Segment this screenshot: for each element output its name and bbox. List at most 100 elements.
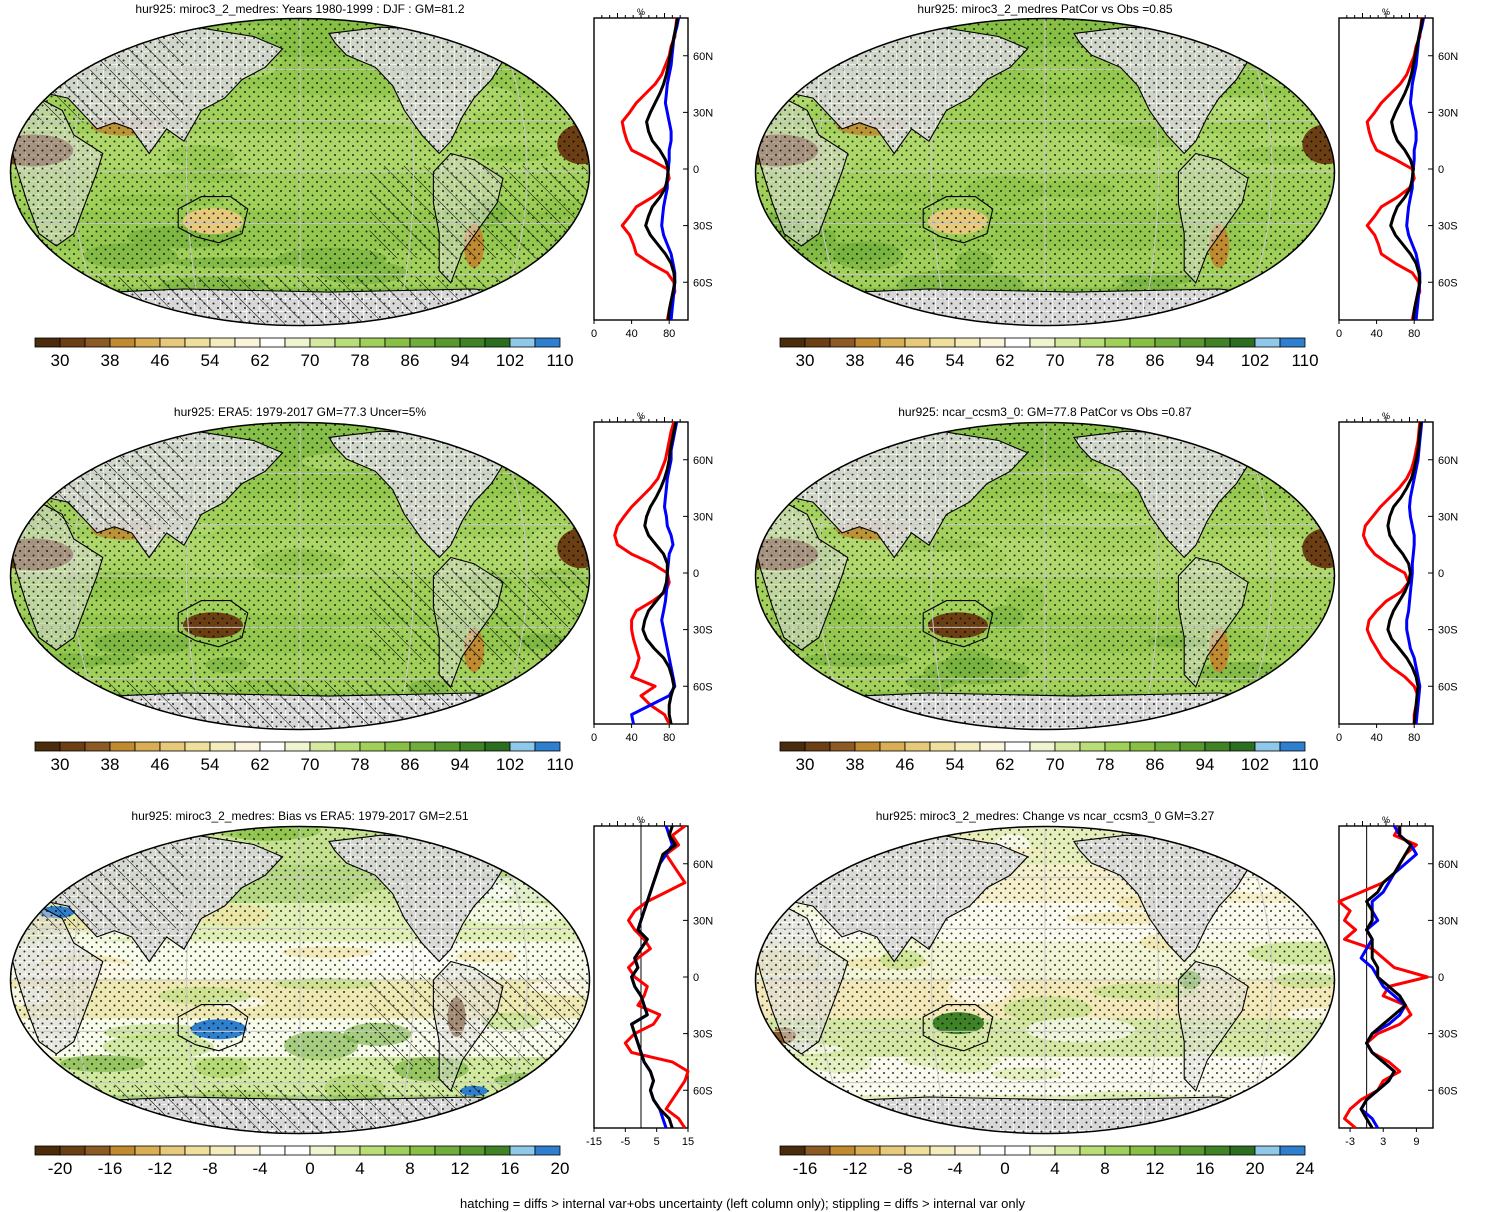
colorbar-label: -16 <box>98 1159 123 1178</box>
colorbar-box <box>34 337 61 348</box>
colorbar-box <box>259 741 286 752</box>
colorbar-label: 94 <box>1196 351 1215 370</box>
colorbar-label: 102 <box>496 755 524 774</box>
colorbar-label: -20 <box>48 1159 73 1178</box>
field-blob <box>490 1119 570 1131</box>
profile-lat-label: 60N <box>693 455 713 467</box>
coastline-sAmerica <box>1177 960 1249 1092</box>
colorbar-box <box>954 1145 981 1156</box>
meridian-line <box>396 826 415 1134</box>
colorbar-box <box>509 337 536 348</box>
profile-lat-label: 60S <box>1438 277 1458 289</box>
colorbar-label: 70 <box>1046 755 1065 774</box>
colorbar-box <box>359 741 386 752</box>
map-panel-6 <box>755 826 1335 1134</box>
colorbar-box <box>1054 741 1081 752</box>
colorbar-label: 54 <box>946 755 965 774</box>
profile-x-label: 40 <box>625 328 637 340</box>
profile-lat-label: 60N <box>1438 455 1458 467</box>
profile-series-line <box>1386 421 1423 725</box>
meridian-line <box>1141 422 1160 730</box>
panel-6: -16 -12 -8 -4 0 4 8 12 16 20 24% 60N 30N 0 30S 60S -3 3 9 <box>754 815 1458 1178</box>
profile-lat-label: 60N <box>693 51 713 63</box>
colorbar-box <box>854 1145 881 1156</box>
coastline-australia <box>922 600 994 648</box>
colorbar-box <box>59 1145 86 1156</box>
colorbar-box <box>534 337 561 348</box>
panel-title-6: hur925: miroc3_2_medres: Change vs ncar_… <box>875 809 1215 823</box>
footer-note: hatching = diffs > internal var+obs unce… <box>460 1196 1025 1211</box>
colorbar-label: -4 <box>252 1159 267 1178</box>
meridian-line <box>185 18 204 326</box>
coastline-greenland <box>508 23 568 68</box>
coastline-australia <box>177 600 249 648</box>
colorbar-box <box>979 1145 1006 1156</box>
colorbar-box <box>1229 337 1256 348</box>
profile-lat-label: 30N <box>1438 107 1458 119</box>
colorbar-label: 70 <box>301 755 320 774</box>
profile-unit-label: % <box>637 815 645 825</box>
colorbar-box <box>309 741 336 752</box>
hatching-overlay <box>10 422 184 527</box>
colorbar-box <box>434 1145 461 1156</box>
colorbar-box <box>34 1145 61 1156</box>
colorbar-label: 102 <box>1241 351 1269 370</box>
profile-unit-label: % <box>637 7 645 17</box>
profile-lat-label: 30N <box>1438 511 1458 523</box>
colorbar-box <box>434 741 461 752</box>
coastline-eurasia <box>766 20 1029 155</box>
profile-lat-label: 0 <box>1438 972 1444 984</box>
field-blob <box>17 717 96 730</box>
profile-lat-label: 60N <box>693 859 713 871</box>
land-mask-greenland <box>508 832 567 876</box>
colorbar-box <box>159 741 186 752</box>
profile-lat-label: 30S <box>693 625 713 637</box>
profile-lat-label: 60S <box>693 681 713 693</box>
hatching-overlay <box>10 826 184 931</box>
colorbar-box <box>109 337 136 348</box>
field-blob <box>10 463 50 493</box>
colorbar-box <box>284 1145 311 1156</box>
colorbar-box <box>804 741 831 752</box>
coastline-africa <box>755 501 849 651</box>
colorbar-box <box>1079 741 1106 752</box>
profile-series-line <box>1361 421 1422 724</box>
colorbar-label: 54 <box>201 755 220 774</box>
coastline-australia <box>922 1004 994 1052</box>
colorbar-box <box>184 337 211 348</box>
colorbar-label: 24 <box>1296 1159 1315 1178</box>
profile-lat-label: 60S <box>1438 681 1458 693</box>
profile-series-line <box>641 421 678 725</box>
colorbar-box <box>409 337 436 348</box>
map-boundary <box>9 421 591 731</box>
land-mask-greenland <box>1253 428 1312 472</box>
colorbar-box <box>954 741 981 752</box>
colorbar-box <box>509 741 536 752</box>
coastline-sAmerica <box>1177 556 1249 688</box>
panel-2: 30 38 46 54 62 70 78 86 94 102 110% 60N 30N 0 30S 60S 0 4… <box>754 7 1458 370</box>
panel-title-5: hur925: miroc3_2_medres: Bias vs ERA5: 1… <box>131 809 469 823</box>
colorbar-label: 110 <box>546 755 573 774</box>
colorbar-label: 30 <box>796 351 815 370</box>
colorbar-box <box>1054 337 1081 348</box>
colorbar-label: 20 <box>1246 1159 1265 1178</box>
coastline-greenland <box>508 831 568 876</box>
colorbar-box <box>309 1145 336 1156</box>
colorbar-box <box>59 741 86 752</box>
colorbar-box <box>284 741 311 752</box>
colorbar-label: 30 <box>51 351 70 370</box>
colorbar-box <box>309 337 336 348</box>
colorbar-box <box>929 1145 956 1156</box>
coastline-eurasia <box>21 828 284 963</box>
meridian-line <box>930 826 949 1134</box>
colorbar-box <box>1154 741 1181 752</box>
colorbar-box <box>904 741 931 752</box>
colorbar-box <box>1229 1145 1256 1156</box>
meridian-line <box>930 18 949 326</box>
colorbar-box <box>234 1145 261 1156</box>
colorbar-label: -16 <box>793 1159 818 1178</box>
profile-lat-label: 60S <box>1438 1085 1458 1097</box>
colorbar-label: 30 <box>796 755 815 774</box>
colorbar-label: 16 <box>1196 1159 1215 1178</box>
colorbar-box <box>1079 1145 1106 1156</box>
